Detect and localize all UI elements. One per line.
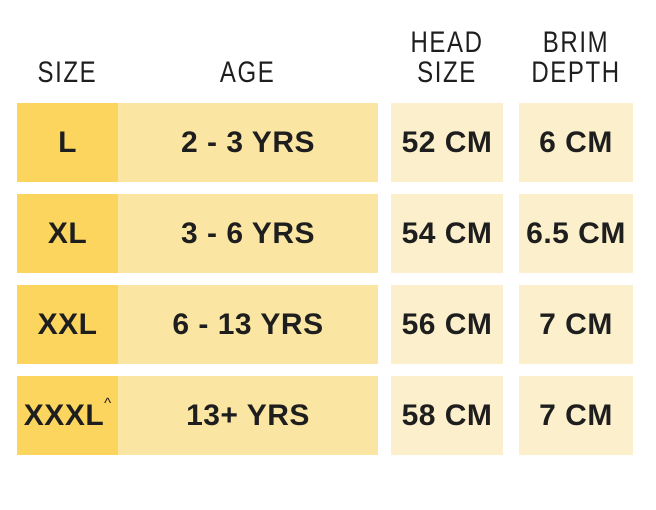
- brim-depth-cell: 7 CM: [519, 376, 633, 455]
- size-cell: XXXL ^: [17, 376, 118, 455]
- size-cell: L: [17, 103, 118, 182]
- age-cell: 3 - 6 YRS: [118, 194, 378, 273]
- size-cell: XL: [17, 194, 118, 273]
- column-header-head-size: HEAD SIZE: [391, 28, 503, 88]
- age-cell: 2 - 3 YRS: [118, 103, 378, 182]
- age-cell: 13+ YRS: [118, 376, 378, 455]
- brim-depth-cell: 6 CM: [519, 103, 633, 182]
- table-row: XXXL ^ 13+ YRS 58 CM 7 CM: [17, 376, 633, 455]
- head-size-cell: 52 CM: [391, 103, 503, 182]
- size-cell: XXL: [17, 285, 118, 364]
- age-cell: 6 - 13 YRS: [118, 285, 378, 364]
- size-value: XL: [47, 216, 88, 250]
- head-size-cell: 54 CM: [391, 194, 503, 273]
- brim-depth-cell: 7 CM: [519, 285, 633, 364]
- table-row: XL 3 - 6 YRS 54 CM 6.5 CM: [17, 194, 633, 273]
- table-header-row: SIZE AGE HEAD SIZE BRIM DEPTH: [17, 28, 633, 88]
- column-header-size: SIZE: [17, 58, 118, 88]
- size-value: XXL: [37, 307, 98, 341]
- head-size-cell: 58 CM: [391, 376, 503, 455]
- table-row: XXL 6 - 13 YRS 56 CM 7 CM: [17, 285, 633, 364]
- brim-depth-cell: 6.5 CM: [519, 194, 633, 273]
- column-header-size-label: SIZE: [37, 56, 98, 89]
- column-header-age: AGE: [118, 58, 378, 88]
- column-header-head-size-label: HEAD SIZE: [410, 26, 484, 89]
- size-value: L: [58, 125, 77, 159]
- table-row: L 2 - 3 YRS 52 CM 6 CM: [17, 103, 633, 182]
- size-chart-table: SIZE AGE HEAD SIZE BRIM DEPTH L 2 - 3 YR…: [17, 28, 633, 467]
- head-size-cell: 56 CM: [391, 285, 503, 364]
- column-header-brim-depth: BRIM DEPTH: [519, 28, 633, 88]
- column-header-brim-depth-label: BRIM DEPTH: [531, 26, 621, 89]
- size-value: XXXL: [23, 398, 105, 432]
- column-header-age-label: AGE: [220, 56, 276, 89]
